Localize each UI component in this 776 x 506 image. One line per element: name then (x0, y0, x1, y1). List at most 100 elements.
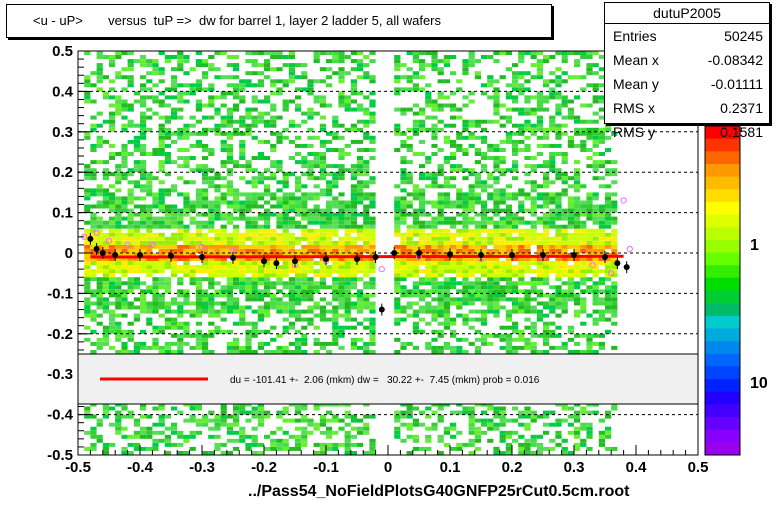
heatmap-cell (96, 51, 103, 55)
heatmap-cell (468, 123, 475, 128)
heatmap-cell (133, 220, 140, 225)
heatmap-cell (518, 249, 525, 253)
heatmap-cell (598, 176, 605, 181)
heatmap-cell (456, 430, 463, 435)
heatmap-cell (394, 317, 401, 322)
heatmap-cell (412, 51, 419, 55)
heatmap-cell (505, 131, 512, 136)
heatmap-cell (338, 325, 345, 330)
heatmap-cell (127, 269, 134, 274)
heatmap-cell (499, 265, 506, 270)
heatmap-cell (233, 200, 240, 205)
heatmap-cell (505, 119, 512, 124)
heatmap-cell (84, 257, 91, 261)
heatmap-cell (245, 410, 252, 415)
heatmap-cell (338, 216, 345, 221)
heatmap-cell (295, 345, 302, 350)
heatmap-cell (282, 83, 289, 88)
palette-swatch (705, 353, 740, 367)
heatmap-cell (127, 216, 134, 221)
heatmap-cell (183, 99, 190, 104)
heatmap-cell (233, 265, 240, 270)
heatmap-cell (195, 51, 202, 55)
heatmap-cell (257, 442, 264, 447)
heatmap-cell (357, 156, 364, 160)
heatmap-cell (264, 261, 271, 266)
heatmap-cell (543, 160, 550, 165)
heatmap-cell (505, 430, 512, 435)
heatmap-cell (146, 152, 153, 156)
heatmap-cell (443, 257, 450, 261)
heatmap-cell (158, 240, 165, 245)
heatmap-cell (245, 337, 252, 342)
heatmap-cell (295, 249, 302, 253)
heatmap-cell (140, 196, 147, 201)
heatmap-cell (481, 135, 488, 140)
heatmap-cell (127, 63, 134, 68)
heatmap-cell (264, 281, 271, 286)
heatmap-cell (195, 240, 202, 245)
heatmap-cell (282, 317, 289, 322)
heatmap-cell (443, 321, 450, 326)
heatmap-cell (605, 277, 612, 282)
heatmap-cell (245, 160, 252, 165)
heatmap-cell (493, 160, 500, 165)
heatmap-cell (456, 228, 463, 233)
heatmap-cell (102, 168, 109, 173)
heatmap-cell (115, 188, 122, 193)
heatmap-cell (605, 208, 612, 213)
heatmap-cell (326, 220, 333, 225)
heatmap-cell (146, 261, 153, 266)
heatmap-cell (220, 410, 227, 415)
heatmap-cell (462, 285, 469, 290)
heatmap-cell (605, 446, 612, 451)
heatmap-cell (202, 148, 209, 152)
heatmap-cell (543, 184, 550, 189)
heatmap-cell (127, 337, 134, 342)
heatmap-cell (96, 281, 103, 286)
heatmap-cell (164, 309, 171, 314)
heatmap-cell (443, 180, 450, 185)
heatmap-cell (406, 273, 413, 278)
heatmap-cell (177, 176, 184, 181)
heatmap-cell (474, 236, 481, 241)
heatmap-cell (214, 111, 221, 116)
heatmap-cell (295, 442, 302, 447)
heatmap-cell (96, 261, 103, 266)
heatmap-cell (456, 442, 463, 447)
heatmap-cell (512, 289, 519, 294)
heatmap-cell (195, 228, 202, 233)
heatmap-cell (611, 220, 618, 225)
heatmap-cell (270, 240, 277, 245)
heatmap-cell (276, 265, 283, 270)
heatmap-cell (425, 269, 432, 274)
heatmap-cell (580, 127, 587, 132)
heatmap-cell (350, 337, 357, 342)
heatmap-cell (282, 281, 289, 286)
heatmap-cell (586, 261, 593, 266)
heatmap-cell (319, 305, 326, 310)
heatmap-cell (357, 265, 364, 270)
heatmap-cell (189, 208, 196, 213)
heatmap-cell (220, 240, 227, 245)
heatmap-cell (313, 285, 320, 290)
heatmap-cell (357, 160, 364, 165)
heatmap-cell (288, 51, 295, 55)
heatmap-cell (412, 59, 419, 64)
heatmap-cell (394, 281, 401, 286)
heatmap-cell (592, 249, 599, 253)
heatmap-cell (611, 172, 618, 177)
heatmap-cell (536, 313, 543, 318)
heatmap-cell (586, 269, 593, 274)
heatmap-cell (226, 273, 233, 278)
heatmap-cell (202, 333, 209, 338)
heatmap-cell (90, 329, 97, 334)
heatmap-cell (431, 184, 438, 189)
heatmap-cell (505, 350, 512, 354)
heatmap-cell (574, 414, 581, 419)
heatmap-cell (462, 249, 469, 253)
heatmap-cell (140, 269, 147, 274)
heatmap-cell (313, 152, 320, 156)
heatmap-cell (301, 325, 308, 330)
heatmap-cell (226, 55, 233, 59)
